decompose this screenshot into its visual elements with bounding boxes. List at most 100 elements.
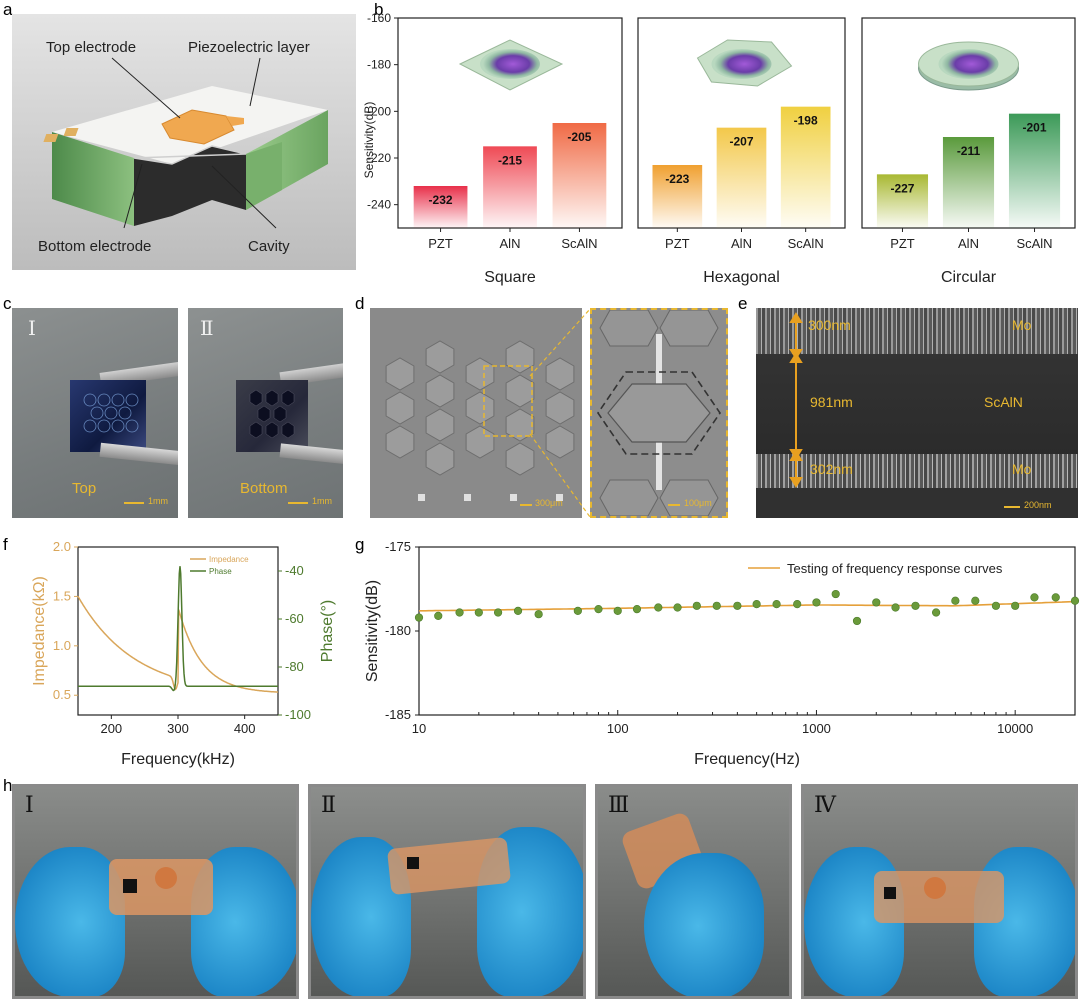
material-mo-top: Mo (1012, 317, 1032, 333)
f-xtick-label-2: 400 (234, 721, 256, 736)
caption-c-bottom: Bottom (240, 480, 288, 497)
f-ylabel-right: Phase(°) (319, 600, 336, 662)
b-membrane-1 (696, 39, 793, 87)
hex-membrane-0 (385, 357, 415, 391)
b-group-label-0: Square (484, 269, 536, 286)
scalebar-c-top (124, 502, 144, 504)
hex-membrane-9 (465, 425, 495, 459)
scale-e: 200nm (1024, 500, 1052, 510)
g-point-1 (434, 611, 443, 620)
b-bar-label-0-2: -205 (567, 130, 591, 144)
b-bar-label-0-0: -232 (429, 193, 453, 207)
scale-c-top: 1mm (148, 496, 168, 506)
f-yltick-label-2: 1.5 (53, 588, 71, 603)
zoom-connector (483, 308, 591, 518)
b-bar-label-2-2: -201 (1023, 121, 1047, 135)
hex-membrane-10 (505, 340, 535, 374)
b-xtick-label-2-2: ScAlN (1016, 236, 1052, 251)
b-bar-hexagonal-pzt (652, 165, 703, 228)
scalebar-e (1004, 506, 1020, 508)
g-legend-label: Testing of frequency response curves (787, 561, 1003, 576)
hex-membrane-2 (385, 425, 415, 459)
b-xtick-label-1-1: AlN (731, 236, 752, 251)
chart-b-ylabel: Sensitivity(dB) (362, 102, 376, 179)
hex-membrane-11 (505, 374, 535, 408)
panel-label-a: a (3, 0, 13, 19)
b-membrane-2 (918, 41, 1019, 91)
hex-membrane-16 (545, 425, 575, 459)
b-bar-square-pzt (413, 186, 468, 228)
sem-d-main: 300μm (370, 308, 582, 518)
g-point-31 (1051, 593, 1060, 602)
g-point-13 (692, 601, 701, 610)
f-xtick-label-0: 200 (100, 721, 122, 736)
g-point-21 (852, 616, 862, 626)
b-bar-label-0-1: -215 (498, 153, 522, 167)
f-phase-line (78, 566, 278, 692)
b-ytick-label-3: -220 (367, 151, 391, 165)
b-bar-circular-aln (942, 137, 995, 228)
f-xtick-label-1: 300 (167, 721, 189, 736)
g-ytick-label-1: -180 (385, 623, 411, 638)
b-group-label-2: Circular (941, 269, 997, 286)
f-yrtick-label-0: -40 (285, 563, 304, 578)
g-point-7 (573, 606, 582, 615)
g-xtick-label-3: 10000 (997, 721, 1033, 736)
scale-c-bottom: 1mm (312, 496, 332, 506)
hex-membrane-15 (545, 391, 575, 425)
g-point-6 (534, 610, 543, 619)
label-cavity: Cavity (248, 238, 290, 255)
panel-label-f: f (3, 535, 8, 554)
b-ytick-label-4: -240 (367, 198, 391, 212)
b-bar-label-1-1: -207 (729, 135, 753, 149)
photo-h-IV: Ⅳ (801, 784, 1078, 999)
b-ytick-label-2: -200 (367, 104, 391, 118)
photo-h-III: Ⅲ (595, 784, 792, 999)
numeral-h-III: Ⅲ (608, 793, 630, 818)
chip-bottom (236, 380, 308, 452)
b-bar-square-aln (483, 146, 537, 228)
panel-label-e: e (738, 294, 748, 313)
f-yltick-label-1: 1.0 (53, 638, 71, 653)
hex-membrane-5 (425, 408, 455, 442)
g-point-18 (793, 600, 802, 609)
f-yltick-label-3: 2.0 (53, 539, 71, 554)
b-bar-hexagonal-aln (716, 127, 767, 228)
photo-c-bottom: Ⅱ Bottom 1mm (188, 308, 343, 518)
g-point-22 (872, 598, 881, 607)
f-legend-impedance: Impedance (209, 555, 249, 564)
g-point-19 (812, 598, 821, 607)
thickness-mo-top: 300nm (808, 317, 851, 333)
hex-membrane-4 (425, 374, 455, 408)
caption-c-top: Top (72, 480, 97, 497)
b-bar-label-2-1: -211 (957, 144, 981, 158)
f-xlabel: Frequency(kHz) (121, 751, 235, 768)
g-point-12 (673, 603, 682, 612)
f-yrtick-label-1: -60 (285, 611, 304, 626)
label-bottom-electrode: Bottom electrode (38, 238, 152, 255)
g-point-5 (513, 606, 523, 615)
g-ylabel: Sensitivity(dB) (364, 580, 381, 682)
b-bar-circular-scaln (1008, 113, 1061, 228)
bond-pad-3 (556, 494, 563, 501)
scalebar-d-main (520, 504, 532, 506)
bond-pad-1 (464, 494, 471, 501)
layer-mo-bottom (756, 454, 1078, 488)
panel-a-render: Top electrode Piezoelectric layer Bottom… (12, 14, 356, 270)
numeral-h-IV: Ⅳ (814, 793, 836, 818)
g-point-3 (474, 608, 483, 617)
g-point-29 (1011, 601, 1020, 610)
b-xtick-label-2-1: AlN (958, 236, 979, 251)
g-point-8 (594, 605, 603, 614)
g-xtick-label-1: 100 (607, 721, 629, 736)
scale-d-zoom: 100μm (684, 498, 712, 508)
g-point-15 (733, 601, 742, 610)
g-ytick-label-2: -185 (385, 707, 411, 722)
b-bar-square-scaln (552, 123, 607, 228)
numeral-c-II: Ⅱ (200, 316, 214, 340)
cavity-shape (134, 146, 246, 226)
panel-label-g: g (355, 535, 365, 554)
bond-pad-0 (418, 494, 425, 501)
hex-membrane-6 (425, 442, 455, 476)
layer-mo-top (756, 308, 1078, 354)
